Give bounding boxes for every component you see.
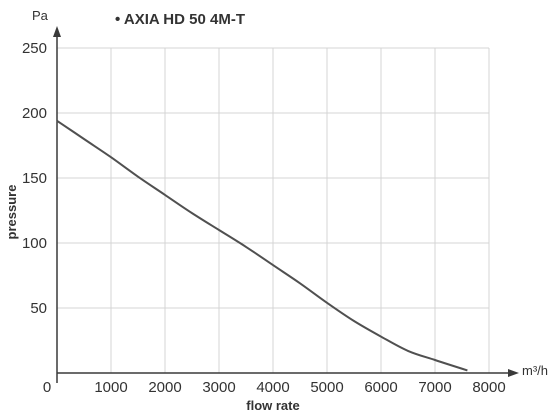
- y-unit-label: Pa: [32, 8, 49, 23]
- x-tick-label: 1000: [94, 379, 127, 396]
- x-tick-label: 3000: [202, 379, 235, 396]
- x-tick-label: 4000: [256, 379, 289, 396]
- axes: [53, 26, 519, 383]
- x-tick-label: 2000: [148, 379, 181, 396]
- x-axis-arrow-icon: [508, 369, 519, 377]
- y-axis-arrow-icon: [53, 26, 61, 37]
- chart-title: • AXIA HD 50 4M-T: [115, 11, 245, 28]
- y-tick-label: 250: [22, 40, 47, 57]
- x-tick-label: 0: [43, 379, 51, 396]
- y-tick-label: 150: [22, 170, 47, 187]
- y-axis-label: pressure: [4, 185, 19, 240]
- x-axis-label: flow rate: [246, 398, 299, 413]
- y-tick-label: 100: [22, 235, 47, 252]
- x-unit-label: m³/h: [522, 363, 548, 378]
- series-line: [56, 119, 468, 372]
- x-tick-label: 5000: [310, 379, 343, 396]
- y-tick-labels: 50 100 150 200 250: [22, 40, 47, 317]
- y-tick-label: 200: [22, 105, 47, 122]
- x-tick-labels: 0 1000 2000 3000 4000 5000 6000 7000 8000: [43, 379, 506, 396]
- y-tick-label: 50: [30, 300, 47, 317]
- x-tick-label: 7000: [418, 379, 451, 396]
- x-tick-label: 8000: [472, 379, 505, 396]
- grid-lines: [57, 47, 490, 373]
- x-tick-label: 6000: [364, 379, 397, 396]
